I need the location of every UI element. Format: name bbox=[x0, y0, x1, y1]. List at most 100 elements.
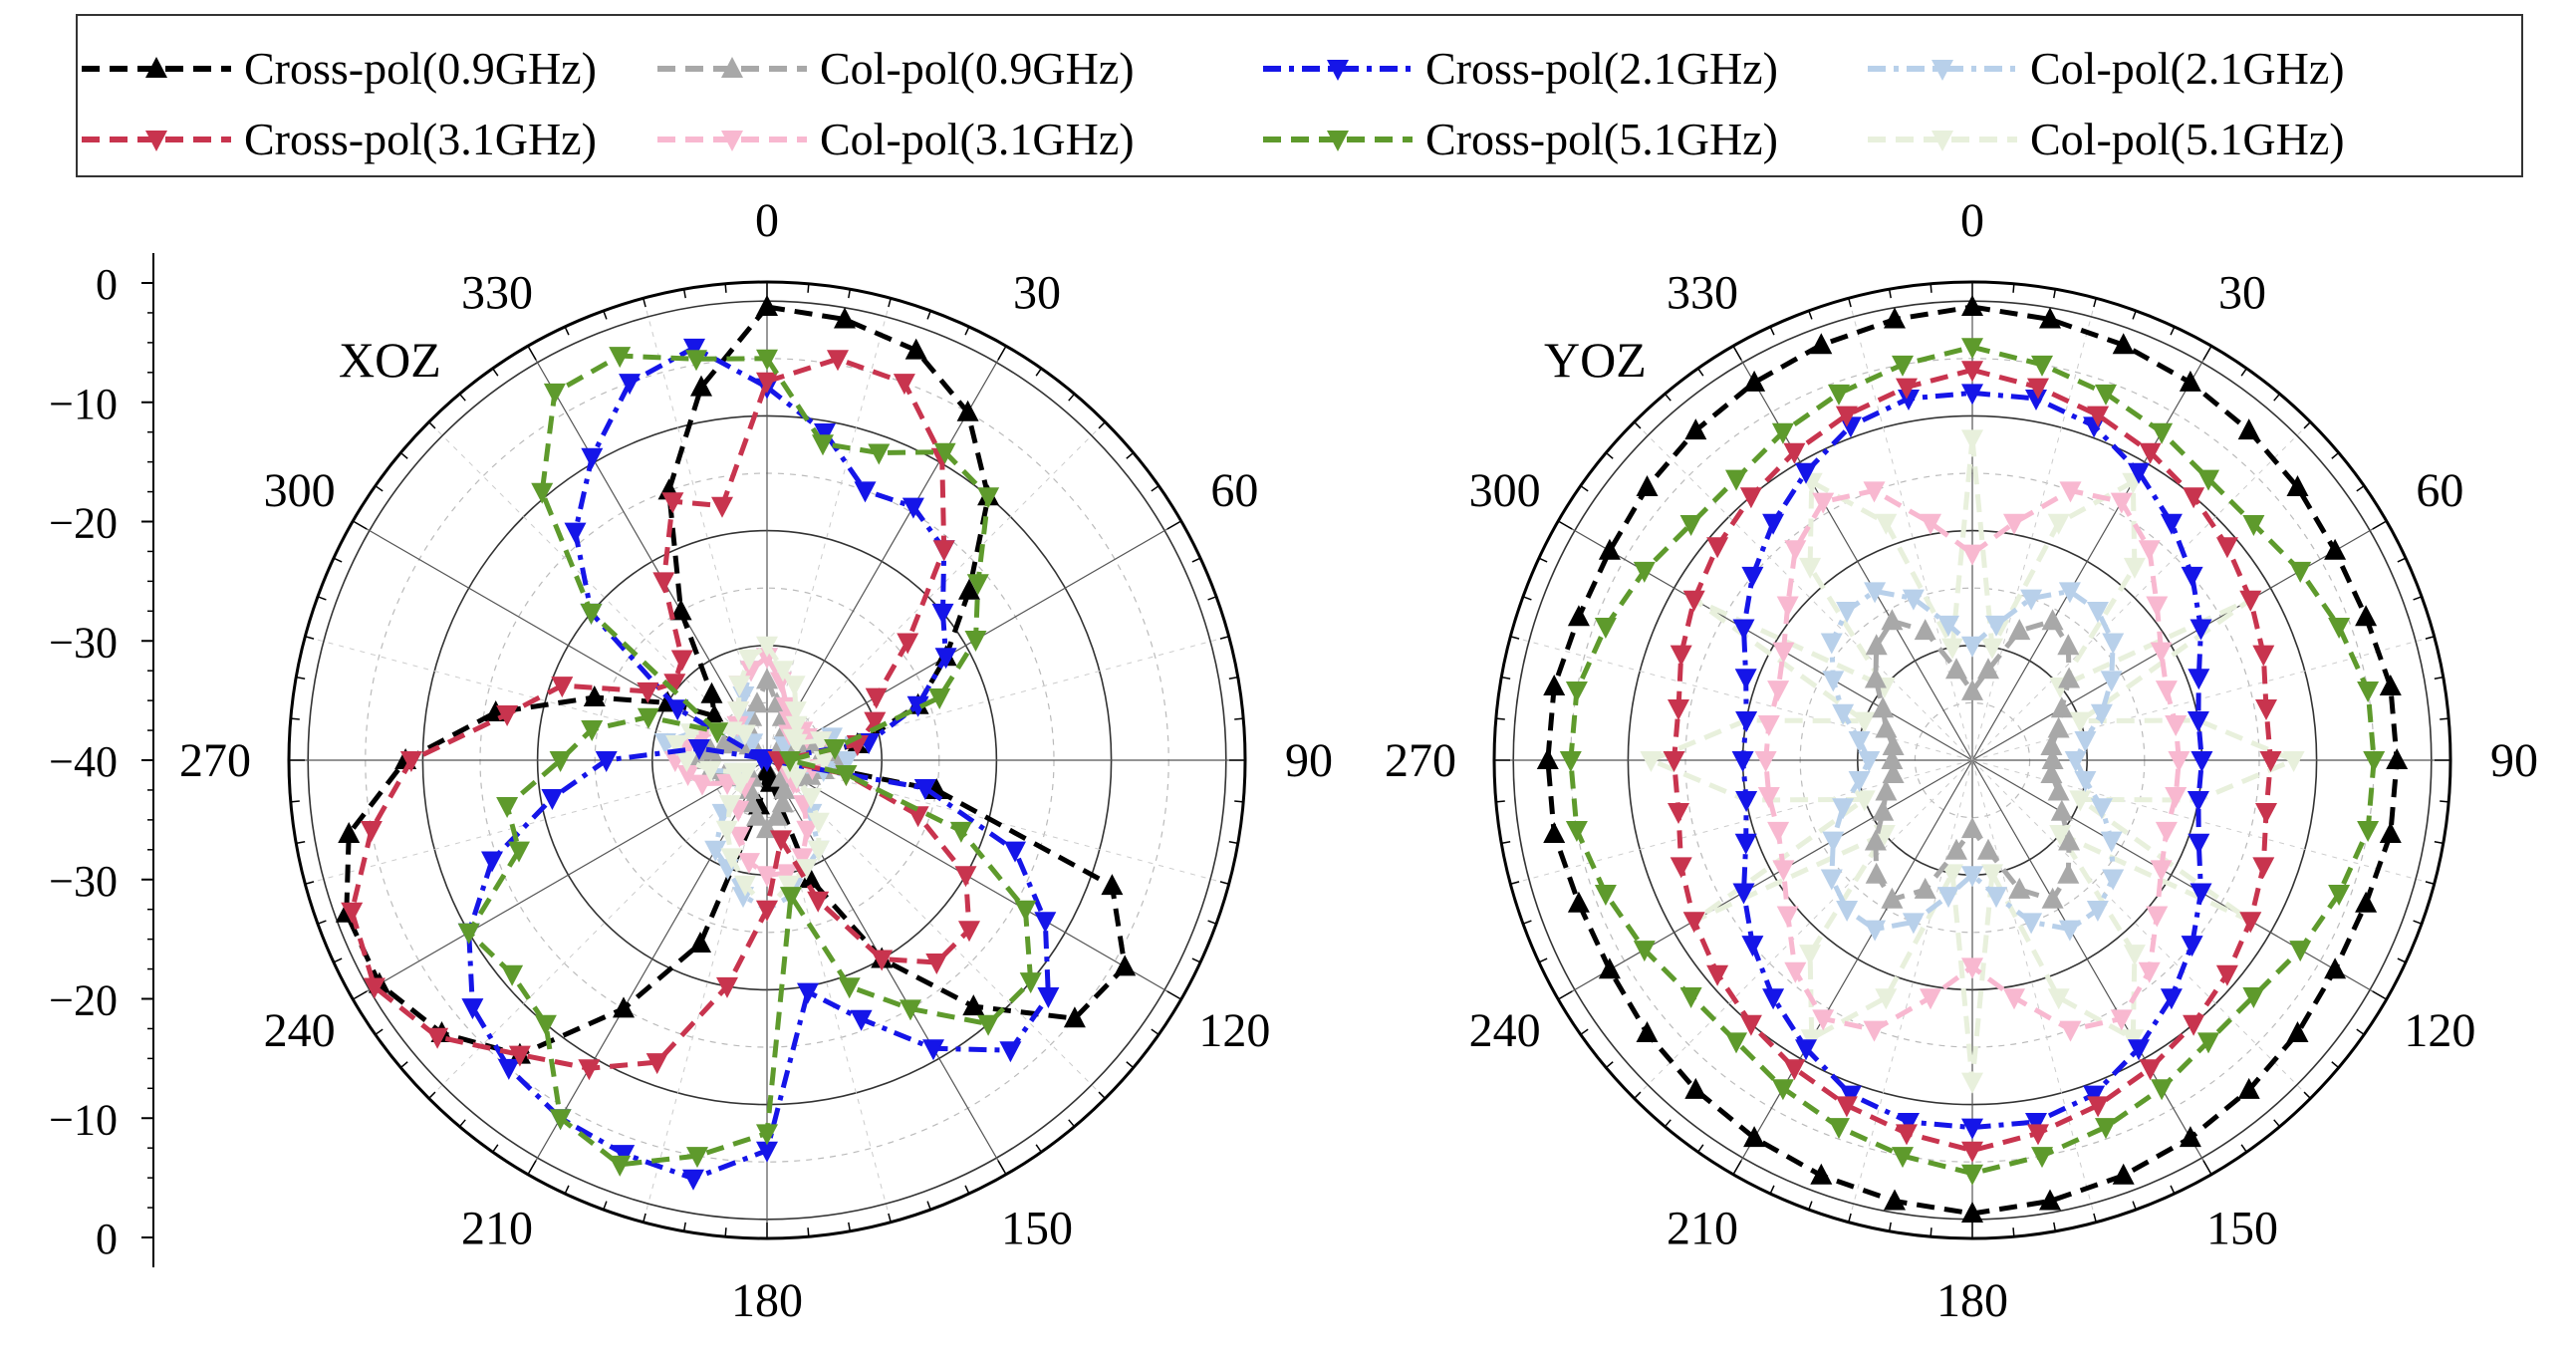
legend-label: Col-pol(5.1GHz) bbox=[2030, 114, 2345, 164]
polar-edge-tick bbox=[1219, 881, 1229, 885]
polar-edge-tick bbox=[1808, 1201, 1813, 1211]
polar-edge-tick bbox=[290, 717, 300, 720]
polar-edge-tick bbox=[1522, 596, 1532, 601]
polar-edge-tick bbox=[333, 957, 343, 963]
polar-edge-tick bbox=[458, 1119, 466, 1128]
angle-tick-label: 300 bbox=[1469, 464, 1541, 517]
polar-edge-tick bbox=[2434, 841, 2444, 845]
polar-edge-tick bbox=[1151, 1028, 1159, 1035]
polar-edge-tick bbox=[2372, 990, 2388, 1000]
angle-tick-label: 180 bbox=[731, 1274, 803, 1327]
legend-entry-col-pol-2-1ghz: Col-pol(2.1GHz) bbox=[1868, 43, 2345, 94]
polar-edge-tick bbox=[492, 1144, 499, 1153]
polar-panel-xoz: 0 30 60 90 120 150 180 210 240 270 300 330 XOZ bbox=[179, 194, 1333, 1327]
polar-edge-tick bbox=[1191, 957, 1201, 963]
radial-tick-label: −30 bbox=[49, 857, 118, 906]
legend-label: Cross-pol(2.1GHz) bbox=[1425, 43, 1778, 94]
polar-edge-tick bbox=[375, 1028, 384, 1035]
polar-edge-tick bbox=[964, 326, 970, 336]
panel-title: YOZ bbox=[1544, 332, 1647, 388]
polar-edge-tick bbox=[1697, 368, 1704, 377]
polar-edge-tick bbox=[1068, 1119, 1076, 1128]
polar-minor-spoke bbox=[428, 759, 768, 1099]
radial-axis: 0 −10 −20 −30 −40 −30 −20 −10 0 bbox=[49, 253, 154, 1267]
angle-tick-label: 330 bbox=[1667, 267, 1738, 320]
polar-edge-tick bbox=[926, 1201, 931, 1211]
angle-tick-label: 30 bbox=[1013, 267, 1061, 320]
series-cross-pol-2-1ghz bbox=[1731, 384, 2213, 1140]
polar-edge-tick bbox=[2434, 676, 2444, 680]
polar-edge-tick bbox=[1501, 676, 1511, 680]
series-col-pol-0-9ghz bbox=[1864, 609, 2081, 909]
polar-edge-tick bbox=[458, 393, 466, 402]
polar-edge-tick bbox=[1166, 520, 1182, 530]
panel-title: XOZ bbox=[339, 332, 441, 388]
polar-edge-tick bbox=[1510, 636, 1520, 640]
polar-edge-tick bbox=[2331, 1061, 2340, 1069]
polar-edge-tick bbox=[2440, 717, 2449, 720]
polar-edge-tick bbox=[848, 1222, 852, 1231]
legend: Cross-pol(0.9GHz) Col-pol(0.9GHz) Cross-po… bbox=[76, 14, 2523, 177]
polar-edge-tick bbox=[317, 596, 327, 601]
polar-edge-tick bbox=[1634, 421, 1642, 429]
polar-edge-tick bbox=[1732, 345, 1742, 361]
angle-tick-label: 30 bbox=[2218, 267, 2266, 320]
polar-edge-tick bbox=[1219, 636, 1229, 640]
polar-edge-tick bbox=[2202, 345, 2212, 361]
polar-edge-tick bbox=[807, 283, 810, 293]
polar-edge-tick bbox=[296, 841, 306, 845]
polar-edge-tick bbox=[1228, 841, 1238, 845]
polar-minor-spoke bbox=[1634, 421, 1973, 761]
series-col-pol-3-1ghz bbox=[1754, 481, 2190, 1042]
angle-tick-label: 60 bbox=[1210, 464, 1258, 517]
polar-spoke bbox=[1971, 759, 2387, 1000]
angle-tick-label: 330 bbox=[461, 267, 533, 320]
angle-tick-label: 300 bbox=[264, 464, 336, 517]
polar-edge-tick bbox=[1234, 717, 1244, 720]
polar-edge-tick bbox=[603, 1201, 608, 1211]
polar-edge-tick bbox=[807, 1228, 810, 1237]
polar-minor-spoke bbox=[1971, 759, 2097, 1223]
polar-edge-tick bbox=[2303, 421, 2311, 429]
polar-edge-tick bbox=[375, 485, 384, 492]
polar-spoke bbox=[353, 759, 768, 1000]
polar-edge-tick bbox=[1166, 990, 1182, 1000]
legend-entry-cross-pol-5-1ghz: Cross-pol(5.1GHz) bbox=[1263, 114, 1778, 164]
angle-tick-label: 60 bbox=[2416, 464, 2463, 517]
angle-tick-label: 0 bbox=[1960, 194, 1984, 247]
polar-edge-tick bbox=[1848, 298, 1852, 308]
polar-edge-tick bbox=[643, 298, 646, 308]
polar-edge-tick bbox=[428, 1091, 436, 1099]
angle-tick-label: 90 bbox=[1285, 734, 1333, 787]
polar-edge-tick bbox=[1501, 841, 1511, 845]
polar-spoke bbox=[1971, 346, 2212, 761]
polar-edge-tick bbox=[2303, 1091, 2311, 1099]
legend-entry-cross-pol-3-1ghz: Cross-pol(3.1GHz) bbox=[82, 114, 597, 164]
polar-edge-tick bbox=[603, 310, 608, 320]
legend-label: Cross-pol(5.1GHz) bbox=[1425, 114, 1778, 164]
polar-spoke bbox=[1732, 346, 1973, 761]
series-cross-pol-3-1ghz bbox=[341, 350, 980, 1081]
polar-edge-tick bbox=[1808, 310, 1813, 320]
polar-spoke bbox=[527, 346, 768, 761]
polar-edge-tick bbox=[1207, 596, 1217, 601]
polar-edge-tick bbox=[1634, 1091, 1642, 1099]
polar-edge-tick bbox=[2372, 520, 2388, 530]
polar-edge-tick bbox=[2012, 283, 2015, 293]
polar-edge-tick bbox=[2331, 451, 2340, 459]
polar-edge-tick bbox=[527, 345, 537, 361]
series-cross-pol-5-1ghz bbox=[457, 347, 1042, 1177]
angle-tick-label: 120 bbox=[1198, 1004, 1270, 1057]
polar-edge-tick bbox=[2132, 310, 2137, 320]
polar-edge-tick bbox=[2413, 596, 2423, 601]
polar-edge-tick bbox=[564, 326, 570, 336]
polar-edge-tick bbox=[1580, 485, 1589, 492]
polar-edge-tick bbox=[964, 1185, 970, 1195]
polar-edge-tick bbox=[1234, 800, 1244, 803]
polar-minor-spoke bbox=[1971, 298, 2097, 761]
polar-edge-tick bbox=[1557, 520, 1573, 530]
radial-tick-label: −40 bbox=[49, 737, 118, 786]
polar-edge-tick bbox=[997, 1160, 1007, 1176]
polar-edge-tick bbox=[352, 990, 368, 1000]
